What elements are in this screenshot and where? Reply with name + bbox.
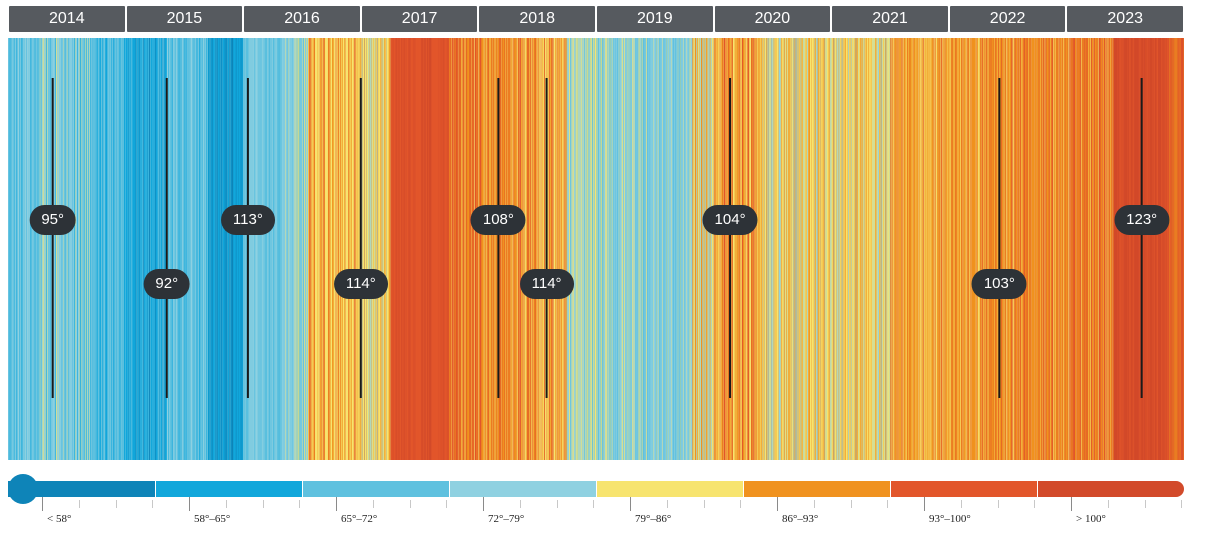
year-header: 2014 2015 2016 2017 2018 2019 2020 2021 2022 2023 bbox=[8, 6, 1184, 32]
temperature-callout[interactable]: 113° bbox=[220, 205, 275, 235]
year-label-2023: 2023 bbox=[1067, 6, 1183, 32]
legend-minor-tick bbox=[372, 500, 374, 508]
legend-range-label: 93°–100° bbox=[929, 513, 971, 525]
legend-minor-tick bbox=[666, 500, 668, 508]
year-label-2020: 2020 bbox=[714, 6, 831, 32]
legend-segment bbox=[890, 481, 1037, 497]
legend-minor-tick bbox=[960, 500, 962, 508]
legend-minor-tick bbox=[262, 500, 264, 508]
legend-minor-tick bbox=[519, 500, 521, 508]
legend-minor-tick bbox=[740, 500, 742, 508]
peak-marker-line bbox=[359, 78, 362, 398]
legend-minor-tick bbox=[1181, 500, 1183, 508]
legend-range-label: 65°–72° bbox=[341, 513, 378, 525]
legend-minor-tick bbox=[115, 500, 117, 508]
legend-segment bbox=[8, 481, 155, 497]
legend-segment bbox=[743, 481, 890, 497]
legend-minor-tick bbox=[299, 500, 301, 508]
legend-range-label: > 100° bbox=[1076, 513, 1106, 525]
legend-separator bbox=[596, 481, 597, 497]
legend-minor-tick bbox=[1034, 500, 1036, 508]
legend-range-label: < 58° bbox=[47, 513, 72, 525]
legend-minor-tick bbox=[225, 500, 227, 508]
year-label-2016: 2016 bbox=[244, 6, 360, 32]
legend-tick bbox=[924, 497, 925, 511]
legend-tick bbox=[1071, 497, 1072, 511]
legend-separator bbox=[890, 481, 891, 497]
legend-separator bbox=[1037, 481, 1038, 497]
temperature-callout[interactable]: 103° bbox=[971, 269, 1027, 299]
legend-minor-tick bbox=[813, 500, 815, 508]
legend-minor-tick bbox=[1107, 500, 1109, 508]
legend-minor-tick bbox=[850, 500, 852, 508]
legend-tick bbox=[630, 497, 631, 511]
year-label-2015: 2015 bbox=[126, 6, 243, 32]
peak-marker-line bbox=[497, 78, 500, 398]
temperature-callout[interactable]: 95° bbox=[29, 205, 77, 235]
legend-separator bbox=[155, 481, 156, 497]
legend-tick bbox=[42, 497, 43, 511]
peak-marker-line bbox=[998, 78, 1001, 398]
legend-minor-tick bbox=[556, 500, 558, 508]
year-label-2017: 2017 bbox=[361, 6, 478, 32]
year-label-2022: 2022 bbox=[949, 6, 1066, 32]
legend-minor-tick bbox=[152, 500, 154, 508]
temperature-callout[interactable]: 92° bbox=[143, 269, 191, 299]
year-label-2018: 2018 bbox=[479, 6, 595, 32]
legend-segment bbox=[302, 481, 449, 497]
legend-minor-tick bbox=[887, 500, 889, 508]
legend-tick bbox=[189, 497, 190, 511]
legend-tick bbox=[483, 497, 484, 511]
legend-tick bbox=[777, 497, 778, 511]
legend-minor-tick bbox=[446, 500, 448, 508]
legend-range-label: 58°–65° bbox=[194, 513, 231, 525]
legend-segment bbox=[596, 481, 743, 497]
legend-segment bbox=[1037, 481, 1184, 497]
legend-range-label: 86°–93° bbox=[782, 513, 819, 525]
legend-segment bbox=[155, 481, 302, 497]
peak-marker-line bbox=[1140, 78, 1143, 398]
legend-minor-tick bbox=[1144, 500, 1146, 508]
legend-minor-tick bbox=[409, 500, 411, 508]
legend-range-label: 72°–79° bbox=[488, 513, 525, 525]
peak-marker-line bbox=[246, 78, 249, 398]
legend-minor-tick bbox=[593, 500, 595, 508]
color-legend[interactable]: < 58° 58°–65° 65°–72° 72°–79° 79°–86° 86°–93°… bbox=[8, 470, 1184, 530]
peak-marker-line bbox=[729, 78, 732, 398]
peak-marker-line bbox=[51, 78, 54, 398]
legend-tick bbox=[336, 497, 337, 511]
legend-separator bbox=[449, 481, 450, 497]
peak-marker-line bbox=[545, 78, 548, 398]
temperature-callout[interactable]: 108° bbox=[470, 205, 526, 235]
temperature-callout[interactable]: 104° bbox=[702, 205, 758, 235]
year-label-2019: 2019 bbox=[597, 6, 713, 32]
temperature-callout[interactable]: 114° bbox=[519, 269, 574, 299]
temperature-callout[interactable]: 123° bbox=[1114, 205, 1170, 235]
legend-minor-tick bbox=[997, 500, 999, 508]
peak-marker-line bbox=[165, 78, 168, 398]
legend-separator bbox=[302, 481, 303, 497]
temperature-stripes bbox=[8, 38, 1184, 460]
slider-handle[interactable] bbox=[8, 474, 38, 504]
year-label-2021: 2021 bbox=[832, 6, 948, 32]
legend-separator bbox=[743, 481, 744, 497]
temperature-callout[interactable]: 114° bbox=[333, 269, 388, 299]
year-label-2014: 2014 bbox=[9, 6, 125, 32]
legend-minor-tick bbox=[78, 500, 80, 508]
legend-minor-tick bbox=[703, 500, 705, 508]
legend-range-label: 79°–86° bbox=[635, 513, 672, 525]
legend-segment bbox=[449, 481, 596, 497]
